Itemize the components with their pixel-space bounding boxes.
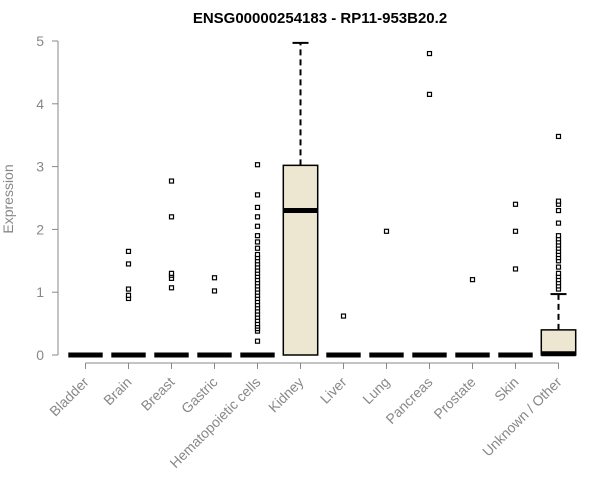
outlier-point (254, 338, 261, 344)
box-body (282, 164, 319, 356)
outlier-point (426, 91, 433, 97)
outlier-point (125, 292, 132, 298)
outlier-point (254, 251, 261, 258)
box-prostate (455, 277, 490, 358)
x-tick-label: Pancreas (382, 374, 435, 427)
outlier-point (125, 261, 132, 267)
y-tick-label: 1 (36, 284, 44, 300)
outlier-point (254, 223, 261, 229)
chart-title: ENSG00000254183 - RP11-953B20.2 (193, 10, 447, 27)
y-axis: 0 1 2 3 4 5 (36, 33, 59, 363)
outlier-point (469, 277, 476, 283)
y-tick-label: 0 (36, 347, 44, 363)
box-liver (326, 313, 361, 358)
outlier-point (254, 192, 261, 198)
x-tick-label: Breast (138, 374, 178, 414)
x-tick-label: Unknown / Other (479, 374, 565, 460)
outlier-point (254, 245, 261, 251)
x-tick-label: Kidney (265, 374, 307, 416)
y-tick-label: 2 (36, 221, 44, 237)
y-axis-label: Expression (0, 164, 16, 233)
outlier-point (555, 264, 562, 270)
box-hematopoietic-cells (240, 162, 275, 358)
outlier-point (125, 248, 132, 254)
outlier-point (555, 133, 562, 140)
box-skin (498, 201, 533, 358)
outlier-point (555, 270, 562, 276)
outlier-point (555, 198, 562, 204)
x-tick-label: Brain (100, 374, 134, 408)
outlier-point (211, 275, 218, 281)
y-tick-label: 5 (36, 33, 44, 49)
y-tick-label: 4 (36, 96, 44, 112)
outlier-point (211, 288, 218, 294)
x-tick-label: Bladder (46, 374, 92, 420)
x-tick-label: Prostate (430, 374, 478, 422)
outlier-point (512, 201, 519, 207)
outlier-point (555, 207, 562, 214)
outlier-point (254, 214, 261, 220)
x-tick-label: Gastric (178, 374, 221, 417)
outlier-point (512, 228, 519, 234)
x-tick-label: Liver (317, 374, 350, 407)
outlier-point (254, 233, 261, 239)
box-lung (369, 228, 404, 358)
outlier-point (555, 220, 562, 226)
outlier-point (555, 233, 562, 239)
box-pancreas (412, 50, 447, 358)
outlier-point (254, 239, 261, 245)
outlier-point (125, 286, 132, 292)
box-brain (111, 248, 146, 358)
outlier-point (383, 228, 390, 234)
box-kidney (282, 41, 319, 356)
outlier-point (426, 50, 433, 57)
box-body (540, 329, 577, 356)
outlier-point (168, 178, 175, 184)
outlier-point (340, 313, 347, 319)
box-breast (154, 178, 189, 358)
outlier-point (254, 204, 261, 211)
outlier-point (254, 162, 261, 168)
plot-area (68, 41, 577, 358)
y-tick-label: 3 (36, 159, 44, 175)
x-tick-label: Lung (359, 374, 392, 407)
x-tick-label: Skin (491, 374, 522, 405)
outlier-point (512, 266, 519, 272)
box-gastric (197, 275, 232, 358)
outlier-point (168, 270, 175, 276)
box-unknown-other (540, 133, 577, 357)
outlier-point (168, 214, 175, 220)
outlier-point (168, 285, 175, 291)
